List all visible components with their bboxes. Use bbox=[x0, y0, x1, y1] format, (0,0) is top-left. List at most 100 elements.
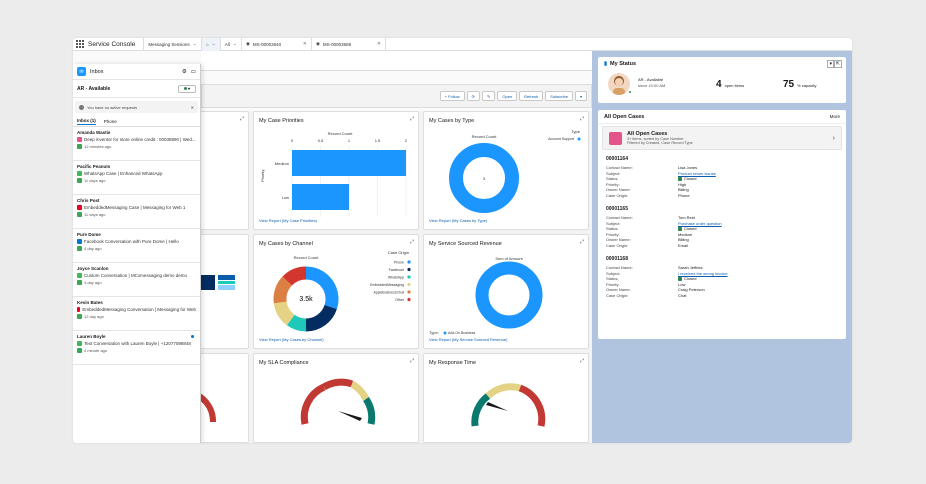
contact-name: Chris Post bbox=[77, 198, 100, 203]
bar-fragment bbox=[200, 275, 235, 290]
no-requests-alert: You have no active requests ✕ bbox=[75, 101, 198, 113]
donut-slice-whatsapp[interactable] bbox=[286, 314, 307, 332]
donut-slice-phone[interactable] bbox=[305, 266, 339, 310]
channel-icon bbox=[77, 205, 82, 210]
field-value-origin: Chat bbox=[678, 293, 686, 298]
legend-item: Add-On Business bbox=[448, 331, 475, 335]
presence-dropdown[interactable]: ▾ bbox=[178, 84, 196, 93]
subscribe-button[interactable]: Subscribe bbox=[545, 91, 573, 101]
chevron-down-icon[interactable]: ⌄ bbox=[192, 41, 197, 47]
case-field-row: Priority: Medium bbox=[606, 232, 838, 238]
case-number[interactable]: 00001165 bbox=[606, 206, 628, 212]
inbox-item[interactable]: Amanda Wastie Deep inventor for store on… bbox=[73, 127, 200, 161]
chevron-down-icon[interactable]: ⌄ bbox=[211, 41, 216, 47]
view-report-link[interactable]: View Report (My Case Priorities) bbox=[259, 218, 317, 223]
dropdown-icon[interactable]: ▾ bbox=[827, 60, 834, 68]
field-text: Billing bbox=[678, 237, 689, 243]
more-link[interactable]: More bbox=[829, 114, 840, 119]
chevron-down-icon[interactable]: ⌄ bbox=[232, 41, 237, 47]
expand-icon[interactable]: ⤢ bbox=[409, 358, 414, 364]
expand-icon[interactable]: ⤢ bbox=[579, 116, 584, 122]
legend-swatch bbox=[407, 267, 411, 272]
donut-slice-add-on[interactable] bbox=[475, 261, 543, 329]
x-axis-title: Record Count bbox=[328, 131, 354, 136]
field-label: Case Origin: bbox=[606, 292, 629, 298]
inbox-title: Inbox bbox=[90, 68, 104, 75]
donut-slice-other[interactable] bbox=[282, 266, 307, 286]
field-text: Closed bbox=[684, 176, 697, 182]
close-icon[interactable]: ✕ bbox=[302, 41, 307, 47]
expand-icon[interactable]: ⤢ bbox=[579, 239, 584, 245]
minimize-icon[interactable]: ▭ bbox=[190, 68, 196, 75]
inbox-item[interactable]: Lauren Boyle Text Conversation with Laur… bbox=[73, 331, 200, 365]
tab-home[interactable]: ⌂ ⌄ bbox=[200, 38, 220, 51]
card-cases-by-channel: My Cases by Channel ⤢ Record Count 3.5k … bbox=[253, 234, 419, 349]
field-value-contact: Sarah Jeffries bbox=[678, 265, 703, 270]
donut-slice-embeddedmessaging[interactable] bbox=[273, 301, 295, 326]
close-icon[interactable]: ✕ bbox=[376, 41, 381, 47]
tab-phone[interactable]: Phone bbox=[103, 118, 117, 124]
chat-icon: ◉ bbox=[315, 41, 320, 46]
expand-icon[interactable]: ⤢ bbox=[409, 239, 414, 245]
field-value-subject[interactable]: Product return issues bbox=[678, 171, 716, 176]
edit-icon[interactable]: ✎ bbox=[482, 91, 496, 101]
item-preview: Deep inventor for store online credit : … bbox=[84, 137, 196, 142]
expand-icon[interactable]: ⤢ bbox=[409, 116, 414, 122]
more-actions-icon[interactable]: ▾ bbox=[574, 91, 587, 101]
field-value-owner: Billing bbox=[678, 237, 689, 242]
y-tick-label: Low bbox=[282, 195, 289, 200]
bar-low[interactable] bbox=[292, 184, 349, 210]
cases-icon bbox=[609, 132, 622, 145]
tab-messaging-sessions[interactable]: Messaging Sessions ⌄ bbox=[143, 38, 200, 51]
chevron-right-icon[interactable]: › bbox=[832, 135, 835, 142]
expand-icon[interactable]: ⤢ bbox=[579, 358, 584, 364]
field-value-origin: Phone bbox=[678, 193, 690, 198]
field-text: I received the wrong invoice bbox=[678, 270, 728, 276]
inbox-item[interactable]: Joyce Scanlon Custom Conversation | MCxm… bbox=[73, 263, 200, 297]
donut-slice-applebusinesschat[interactable] bbox=[273, 276, 293, 304]
close-icon[interactable]: ✕ bbox=[190, 104, 194, 110]
follow-button[interactable]: + Follow bbox=[439, 91, 465, 101]
refresh-icon[interactable]: ⟳ bbox=[466, 91, 481, 101]
case-number[interactable]: 00001168 bbox=[606, 256, 628, 262]
field-label: Contact Name: bbox=[606, 215, 633, 221]
refresh-button[interactable]: Refresh bbox=[519, 91, 544, 101]
inbox-item[interactable]: Chris Post EmbeddedMessaging Case | Mess… bbox=[73, 195, 200, 229]
case-record: 00001168 Contact Name: Sarah Jeffries Subje… bbox=[598, 252, 846, 302]
field-value-subject[interactable]: Purchase order question bbox=[678, 221, 722, 226]
inbox-item[interactable]: Pure Dome Facebook Conversation with Pur… bbox=[73, 229, 200, 263]
inbox-item[interactable]: Kevin Bates EmbeddedMessaging Conversati… bbox=[73, 297, 200, 331]
view-report-link[interactable]: View Report (My Cases by Type) bbox=[429, 218, 488, 223]
card-cases-by-type: My Cases by Type ⤢ Record Count 3 Type A… bbox=[423, 111, 589, 230]
chart-subtitle: Record Count bbox=[472, 134, 498, 139]
case-field-row: Contact Name: Sarah Jeffries bbox=[606, 265, 838, 271]
field-value-subject[interactable]: I received the wrong invoice bbox=[678, 271, 728, 276]
donut-slice-account-support[interactable] bbox=[449, 143, 519, 213]
view-report-link[interactable]: View Report (My Service Sourced Revenue) bbox=[429, 337, 508, 342]
check-icon bbox=[678, 276, 682, 281]
settings-icon[interactable]: ⚙ bbox=[181, 68, 187, 75]
list-view-header[interactable]: All Open Cases 3+ items, sorted by Case … bbox=[602, 126, 842, 150]
case-field-row: Priority: High bbox=[606, 182, 838, 188]
inbox-item[interactable]: Pacific Peanuts WhatsApp Case | Enhanced… bbox=[73, 161, 200, 195]
popout-icon[interactable]: ⇱ bbox=[833, 60, 842, 68]
tab-inbox[interactable]: Inbox (1) bbox=[77, 117, 96, 125]
item-preview: Text Conversation with Lauren Boyle | +1… bbox=[84, 341, 191, 346]
app-launcher-icon[interactable] bbox=[76, 40, 84, 48]
card-sla-compliance: My SLA Compliance ⤢ bbox=[253, 353, 419, 443]
case-field-row: Contact Name: Tom Reid bbox=[606, 215, 838, 221]
expand-icon[interactable]: ⤢ bbox=[239, 116, 244, 122]
field-value-contact: Tom Reid bbox=[678, 215, 695, 220]
bar-medium[interactable] bbox=[292, 150, 406, 176]
case-number[interactable]: 00001164 bbox=[606, 156, 628, 162]
item-preview: Custom Conversation | MCxmessaging demo … bbox=[84, 273, 187, 278]
case-icon bbox=[77, 144, 82, 149]
view-report-link[interactable]: View Report (My Cases by Channel) bbox=[259, 337, 324, 342]
tab-all[interactable]: All ⌄ bbox=[219, 38, 241, 51]
case-icon bbox=[77, 314, 82, 319]
tab-ms-3689[interactable]: ◉ MS-00003689 ✕ bbox=[310, 38, 386, 51]
tab-ms-3640[interactable]: ◉ MS-00003640 ✕ bbox=[240, 38, 311, 51]
item-time: 4 minute ago bbox=[84, 348, 108, 353]
donut-slice-facebook[interactable] bbox=[305, 304, 337, 332]
open-button[interactable]: Open bbox=[497, 91, 518, 101]
